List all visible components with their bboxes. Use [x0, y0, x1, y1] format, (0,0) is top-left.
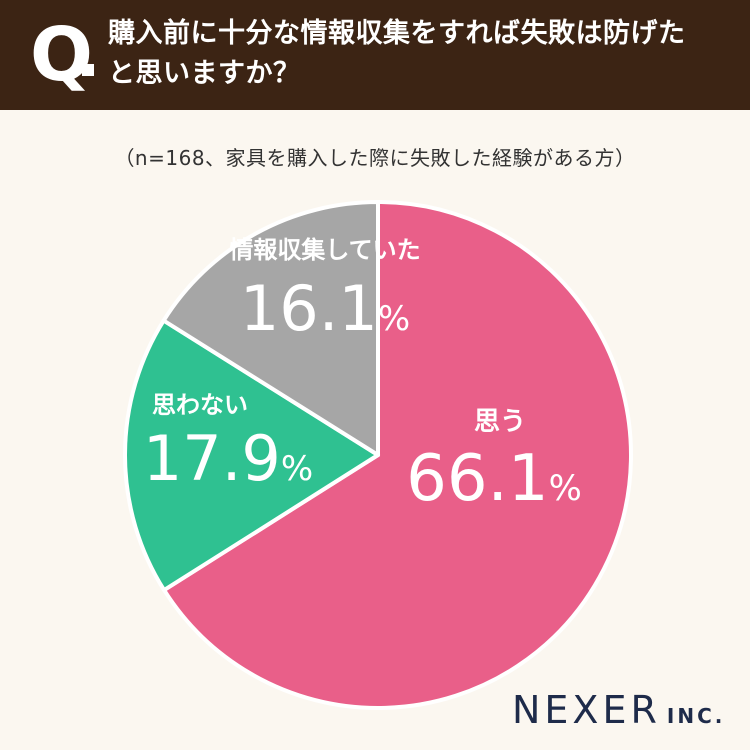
slice-omowanai-value: 17.9% [143, 422, 313, 495]
slice-joho-shushu-label: 情報収集していた [229, 236, 420, 264]
question-text: 購入前に十分な情報収集をすれば失敗は防げた と思いますか？ [108, 14, 738, 94]
slice-omowanai-label: 思わない [152, 391, 248, 419]
slice-joho-shushu [161, 200, 380, 457]
logo-suffix: INC. [666, 704, 726, 728]
logo-name: NEXER [512, 688, 661, 732]
slice-omou [162, 200, 633, 710]
question-line-2: と思いますか？ [108, 58, 301, 89]
q-dot [82, 64, 94, 76]
question-line-1: 購入前に十分な情報収集をすれば失敗は防げた [108, 18, 686, 49]
question-header: Q 購入前に十分な情報収集をすれば失敗は防げた と思いますか？ [0, 0, 750, 110]
slice-omou-value: 66.1% [406, 442, 582, 516]
q-mark: Q [30, 12, 93, 98]
slice-omou-label: 思う [474, 407, 526, 437]
slice-omowanai [122, 318, 380, 593]
nexer-logo: NEXER INC. [512, 688, 725, 738]
sample-note: （n=168、家具を購入した際に失敗した経験がある方） [114, 146, 636, 170]
slice-joho-shushu-value: 16.1% [240, 272, 410, 345]
